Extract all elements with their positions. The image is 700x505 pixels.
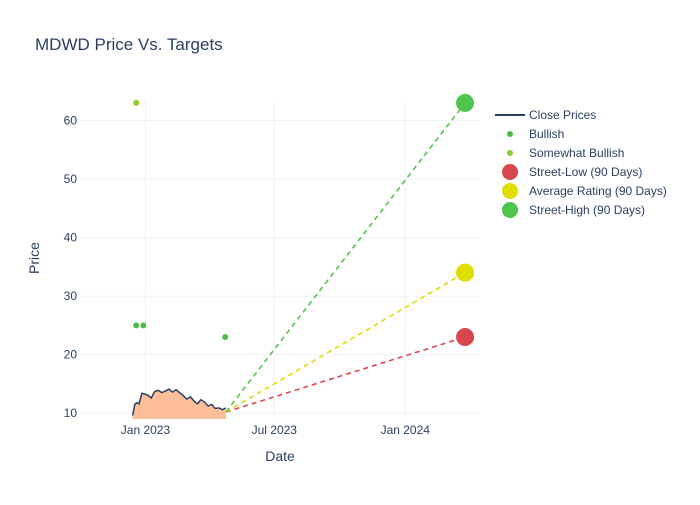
target-marker-street-low — [456, 328, 475, 347]
y-tick-label: 40 — [64, 231, 78, 245]
y-tick-label: 30 — [64, 289, 78, 303]
bullish-point — [222, 334, 229, 341]
plot-clipped-group — [131, 93, 475, 419]
bullish-point — [133, 322, 140, 329]
target-marker-average — [456, 263, 475, 282]
x-tick-label: Jan 2024 — [381, 423, 431, 437]
legend-label: Close Prices — [529, 108, 596, 122]
y-tick-label: 20 — [64, 348, 78, 362]
chart-title: MDWD Price Vs. Targets — [35, 35, 223, 54]
y-tick-label: 60 — [64, 113, 78, 127]
legend-swatch-marker — [502, 183, 518, 199]
y-tick-label: 10 — [64, 406, 78, 420]
somewhat-bullish-point — [133, 99, 140, 106]
legend-swatch-marker — [502, 202, 518, 218]
legend: Close Prices Bullish Somewhat Bullish Stree… — [495, 108, 667, 218]
legend-label: Street-Low (90 Days) — [529, 165, 642, 179]
x-tick-label: Jan 2023 — [121, 423, 171, 437]
close-price-area — [132, 389, 226, 419]
y-axis-title: Price — [26, 242, 42, 274]
legend-swatch-dot — [507, 150, 513, 156]
legend-label: Bullish — [529, 127, 564, 141]
axes: 10 20 30 40 50 60 Jan 2023 Jul 2023 Jan 2024 — [64, 113, 431, 437]
x-axis-title: Date — [265, 448, 295, 464]
plot-area — [131, 93, 475, 419]
legend-swatch-marker — [502, 164, 518, 180]
legend-label: Average Rating (90 Days) — [529, 184, 667, 198]
legend-label: Somewhat Bullish — [529, 146, 624, 160]
target-line-average — [225, 271, 466, 413]
legend-swatch-dot — [507, 131, 513, 137]
legend-label: Street-High (90 Days) — [529, 203, 645, 217]
y-tick-label: 50 — [64, 172, 78, 186]
grid — [80, 100, 480, 419]
bullish-point — [140, 322, 147, 329]
close-price-line — [131, 388, 227, 416]
x-tick-label: Jul 2023 — [252, 423, 298, 437]
target-marker-street-high — [456, 93, 475, 112]
target-line-street-low — [225, 336, 466, 413]
target-line-street-high — [225, 102, 466, 413]
